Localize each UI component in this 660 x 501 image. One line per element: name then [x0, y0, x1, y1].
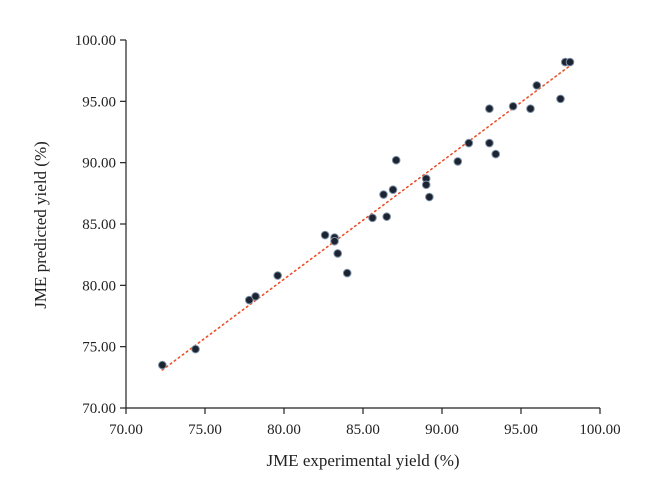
data-point: [388, 185, 398, 194]
y-tick-label: 75.00: [82, 340, 116, 356]
x-axis-title: JME experimental yield (%): [266, 451, 459, 470]
x-tick-label: 75.00: [188, 422, 222, 438]
data-point: [158, 360, 167, 370]
x-tick-label: 70.00: [109, 422, 143, 438]
axes: [120, 39, 601, 414]
x-tick-label: 95.00: [504, 422, 538, 438]
data-point: [425, 192, 434, 202]
data-point: [485, 104, 494, 113]
y-axis-title: JME predicted yield (%): [31, 141, 50, 309]
data-point: [556, 94, 565, 104]
data-point: [464, 138, 474, 148]
data-point: [320, 230, 330, 240]
x-tick-label: 85.00: [346, 422, 380, 438]
data-point: [244, 295, 254, 305]
data-point: [382, 212, 392, 221]
data-point: [421, 180, 431, 190]
data-point: [191, 344, 200, 354]
data-point: [333, 249, 343, 258]
data-point: [391, 155, 401, 165]
labels-layer: 70.00 75.00 80.00 85.00 90.00 95.00 100.00 70.0…: [75, 33, 621, 438]
data-point: [453, 157, 463, 166]
y-tick-label: 95.00: [82, 94, 116, 110]
data-point: [532, 81, 542, 90]
y-tick-label: 70.00: [82, 401, 116, 417]
points-layer: [158, 57, 575, 370]
data-point: [508, 101, 518, 111]
y-tick-label: 100.00: [75, 33, 116, 49]
data-point: [330, 236, 339, 246]
y-tick-label: 85.00: [82, 217, 116, 233]
x-tick-label: 100.00: [579, 422, 620, 438]
data-point: [251, 292, 260, 301]
data-point: [273, 271, 282, 280]
x-tick-label: 80.00: [267, 422, 301, 438]
trendline-layer: [161, 64, 571, 371]
y-tick-label: 90.00: [82, 156, 116, 172]
data-point: [485, 138, 494, 148]
data-point: [368, 213, 377, 223]
data-point: [526, 104, 535, 113]
data-point: [491, 149, 501, 159]
y-tick-label: 80.00: [82, 278, 116, 294]
data-point: [379, 190, 388, 199]
trendline: [161, 64, 571, 371]
x-tick-label: 90.00: [425, 422, 459, 438]
data-point: [342, 268, 352, 278]
data-point: [565, 57, 575, 67]
